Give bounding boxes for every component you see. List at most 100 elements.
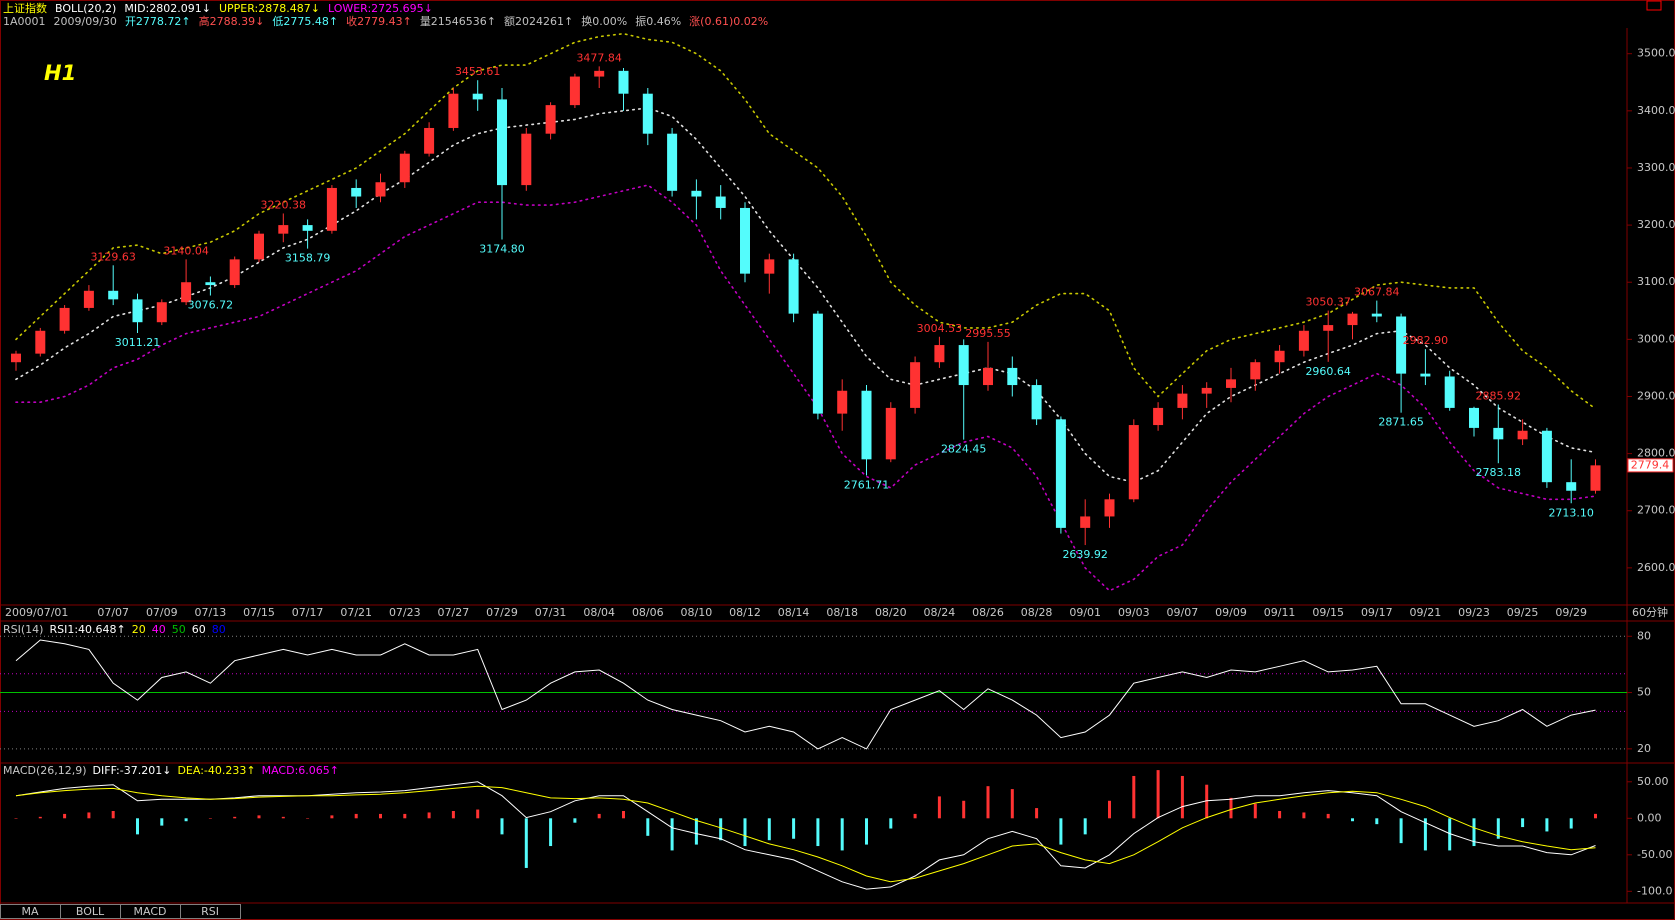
header-item: 2009/09/30 xyxy=(54,15,117,28)
macd-bar xyxy=(1108,800,1111,819)
panel-value: RSI1:40.648↑ xyxy=(49,623,125,636)
x-tick-label: 08/06 xyxy=(632,606,664,619)
header-item: 上证指数 xyxy=(3,1,47,15)
macd-bar xyxy=(816,818,820,847)
macd-bar xyxy=(549,818,553,847)
tab-label[interactable]: RSI xyxy=(201,905,219,918)
candle-body xyxy=(910,362,921,408)
level-label: 50 xyxy=(172,623,186,636)
x-tick-label: 07/23 xyxy=(389,606,421,619)
macd-bar xyxy=(476,809,480,819)
macd-bar xyxy=(1326,813,1330,819)
x-tick-label: 07/15 xyxy=(243,606,275,619)
macd-bar xyxy=(1545,818,1549,832)
candle-body xyxy=(934,345,945,363)
x-tick-label: 08/18 xyxy=(826,606,858,619)
header-item: LOWER:2725.695↓ xyxy=(328,2,433,15)
low-label: 2960.64 xyxy=(1305,365,1351,378)
macd-bar xyxy=(1496,818,1500,839)
macd-bar xyxy=(1132,775,1136,819)
boll-band xyxy=(15,32,1597,410)
boll-band xyxy=(15,184,1597,592)
x-tick-label: 09/07 xyxy=(1167,606,1199,619)
header-item: 换0.00% xyxy=(581,14,627,28)
x-tick-label: 07/09 xyxy=(146,606,178,619)
header-item: 振0.46% xyxy=(635,14,681,28)
y-tick-label: 2600.0 xyxy=(1637,561,1675,574)
candle-body xyxy=(667,133,678,191)
macd-bar xyxy=(160,818,164,826)
macd-bar xyxy=(63,813,67,819)
header-item: 额2024261↑ xyxy=(504,15,573,28)
macd-bar xyxy=(865,818,868,845)
tab-label[interactable]: BOLL xyxy=(76,905,105,918)
panel-header: MACD(26,12,9) DIFF:-37.201↓ DEA:-40.233↑ MA… xyxy=(3,764,339,777)
panel-value: DEA:-40.233↑ xyxy=(177,764,255,777)
high-label: 3453.61 xyxy=(455,65,501,78)
candle-body xyxy=(1396,316,1407,374)
low-label: 2783.18 xyxy=(1476,466,1522,479)
macd-bar xyxy=(257,815,261,819)
macd-bar xyxy=(1205,784,1209,819)
x-tick-label: 09/09 xyxy=(1215,606,1247,619)
y-tick-label: 2800.0 xyxy=(1637,447,1675,460)
candle-body xyxy=(1517,430,1528,440)
candle-body xyxy=(11,353,21,363)
macd-bar xyxy=(719,818,723,841)
macd-bar xyxy=(354,813,358,819)
window-icon[interactable] xyxy=(1646,0,1662,11)
x-tick-label: 09/29 xyxy=(1555,606,1587,619)
candle-body xyxy=(351,187,362,197)
candle-body xyxy=(521,133,532,186)
candle-body xyxy=(1566,482,1577,491)
header-item: BOLL(20,2) xyxy=(55,2,116,15)
macd-bar xyxy=(136,818,139,835)
low-label: 2713.10 xyxy=(1548,506,1594,519)
candle-body xyxy=(1590,465,1601,491)
candle-body xyxy=(1541,430,1552,483)
macd-bar xyxy=(330,815,334,819)
macd-bar xyxy=(451,811,455,819)
y-tick-label: 50 xyxy=(1637,686,1651,699)
macd-bar xyxy=(792,818,796,839)
header-item: 1A0001 xyxy=(3,15,46,28)
candle-body xyxy=(1420,373,1431,377)
high-label: 3129.63 xyxy=(90,250,136,263)
candle-body xyxy=(1177,393,1188,408)
candle-body xyxy=(181,282,192,303)
macd-bar xyxy=(208,818,212,819)
candle-body xyxy=(156,302,167,323)
candle-body xyxy=(1031,385,1042,420)
high-label: 2885.92 xyxy=(1476,390,1522,403)
x-tick-label: 08/24 xyxy=(924,606,956,619)
candle-body xyxy=(1469,407,1479,428)
tab[interactable] xyxy=(180,904,241,919)
tab-label[interactable]: MACD xyxy=(134,905,167,918)
level-label: 20 xyxy=(132,623,146,636)
candle-body xyxy=(278,225,289,234)
tab-label[interactable]: MA xyxy=(21,905,38,918)
macd-bar xyxy=(281,816,285,819)
x-tick-label: 09/11 xyxy=(1264,606,1296,619)
low-label: 2871.65 xyxy=(1378,416,1424,429)
macd-bar xyxy=(1059,818,1063,845)
rsi-line xyxy=(15,639,1596,750)
macd-bar xyxy=(767,818,771,841)
candle-body xyxy=(691,190,702,197)
header-item: 低2775.48↑ xyxy=(272,15,338,28)
candle-body xyxy=(375,182,386,197)
x-tick-label: 07/29 xyxy=(486,606,518,619)
high-label: 3050.37 xyxy=(1305,296,1351,309)
macd-bar xyxy=(233,816,237,819)
y-tick-label: -50.00 xyxy=(1637,848,1672,861)
x-tick-label: 07/07 xyxy=(97,606,129,619)
macd-bar xyxy=(986,786,990,819)
macd-bar xyxy=(646,818,650,836)
macd-bar xyxy=(1375,818,1379,825)
candle-body xyxy=(885,407,896,460)
x-unit: 60分钟 xyxy=(1632,605,1668,619)
macd-bar xyxy=(1083,818,1087,835)
x-tick-label: 09/01 xyxy=(1069,606,1101,619)
candle-body xyxy=(254,233,264,260)
